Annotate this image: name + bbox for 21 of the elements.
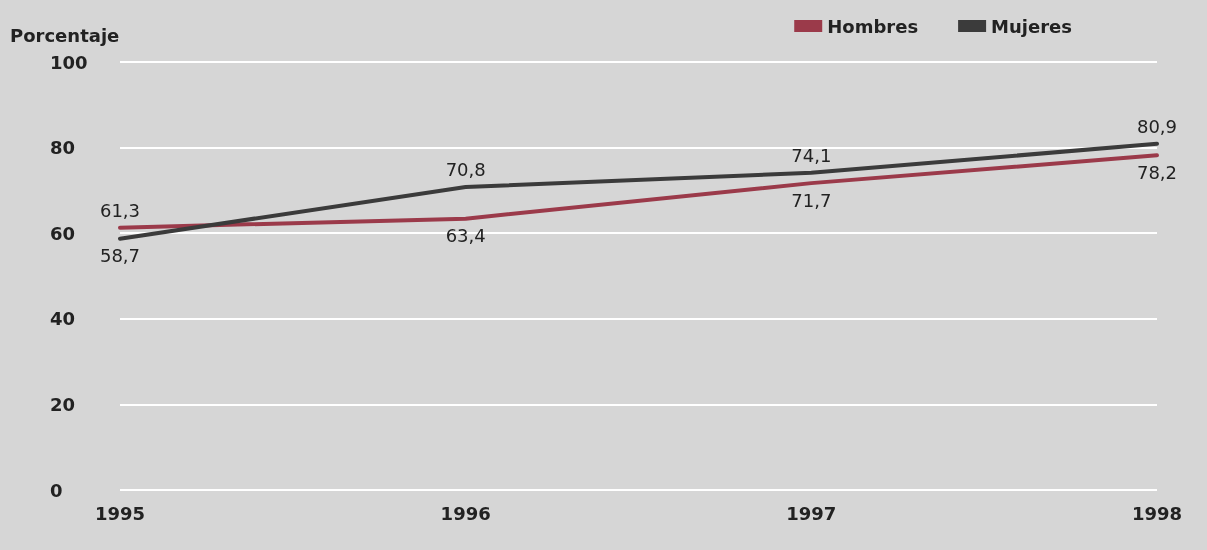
y-tick-label: 40 xyxy=(50,308,76,330)
data-label: 58,7 xyxy=(99,245,141,267)
data-label: 78,2 xyxy=(1136,161,1178,183)
data-label: 61,3 xyxy=(99,200,141,222)
y-tick-label: 0 xyxy=(50,479,63,501)
legend-label: Hombres xyxy=(827,15,919,37)
data-label: 70,8 xyxy=(445,159,486,181)
data-label: 63,4 xyxy=(445,225,486,247)
y-tick-label: 100 xyxy=(50,51,88,73)
y-tick-label: 60 xyxy=(50,222,76,244)
y-axis-title: Porcentaje xyxy=(10,24,120,46)
data-label: 74,1 xyxy=(791,145,832,167)
x-tick-label: 1996 xyxy=(440,502,491,524)
y-tick-label: 20 xyxy=(50,393,76,415)
y-tick-label: 80 xyxy=(50,137,76,159)
data-label: 80,9 xyxy=(1136,116,1178,138)
x-tick-label: 1995 xyxy=(94,502,146,524)
x-tick-label: 1997 xyxy=(786,502,837,524)
data-label: 71,7 xyxy=(791,189,832,211)
x-tick-label: 1998 xyxy=(1131,502,1183,524)
legend-label: Mujeres xyxy=(991,15,1072,37)
